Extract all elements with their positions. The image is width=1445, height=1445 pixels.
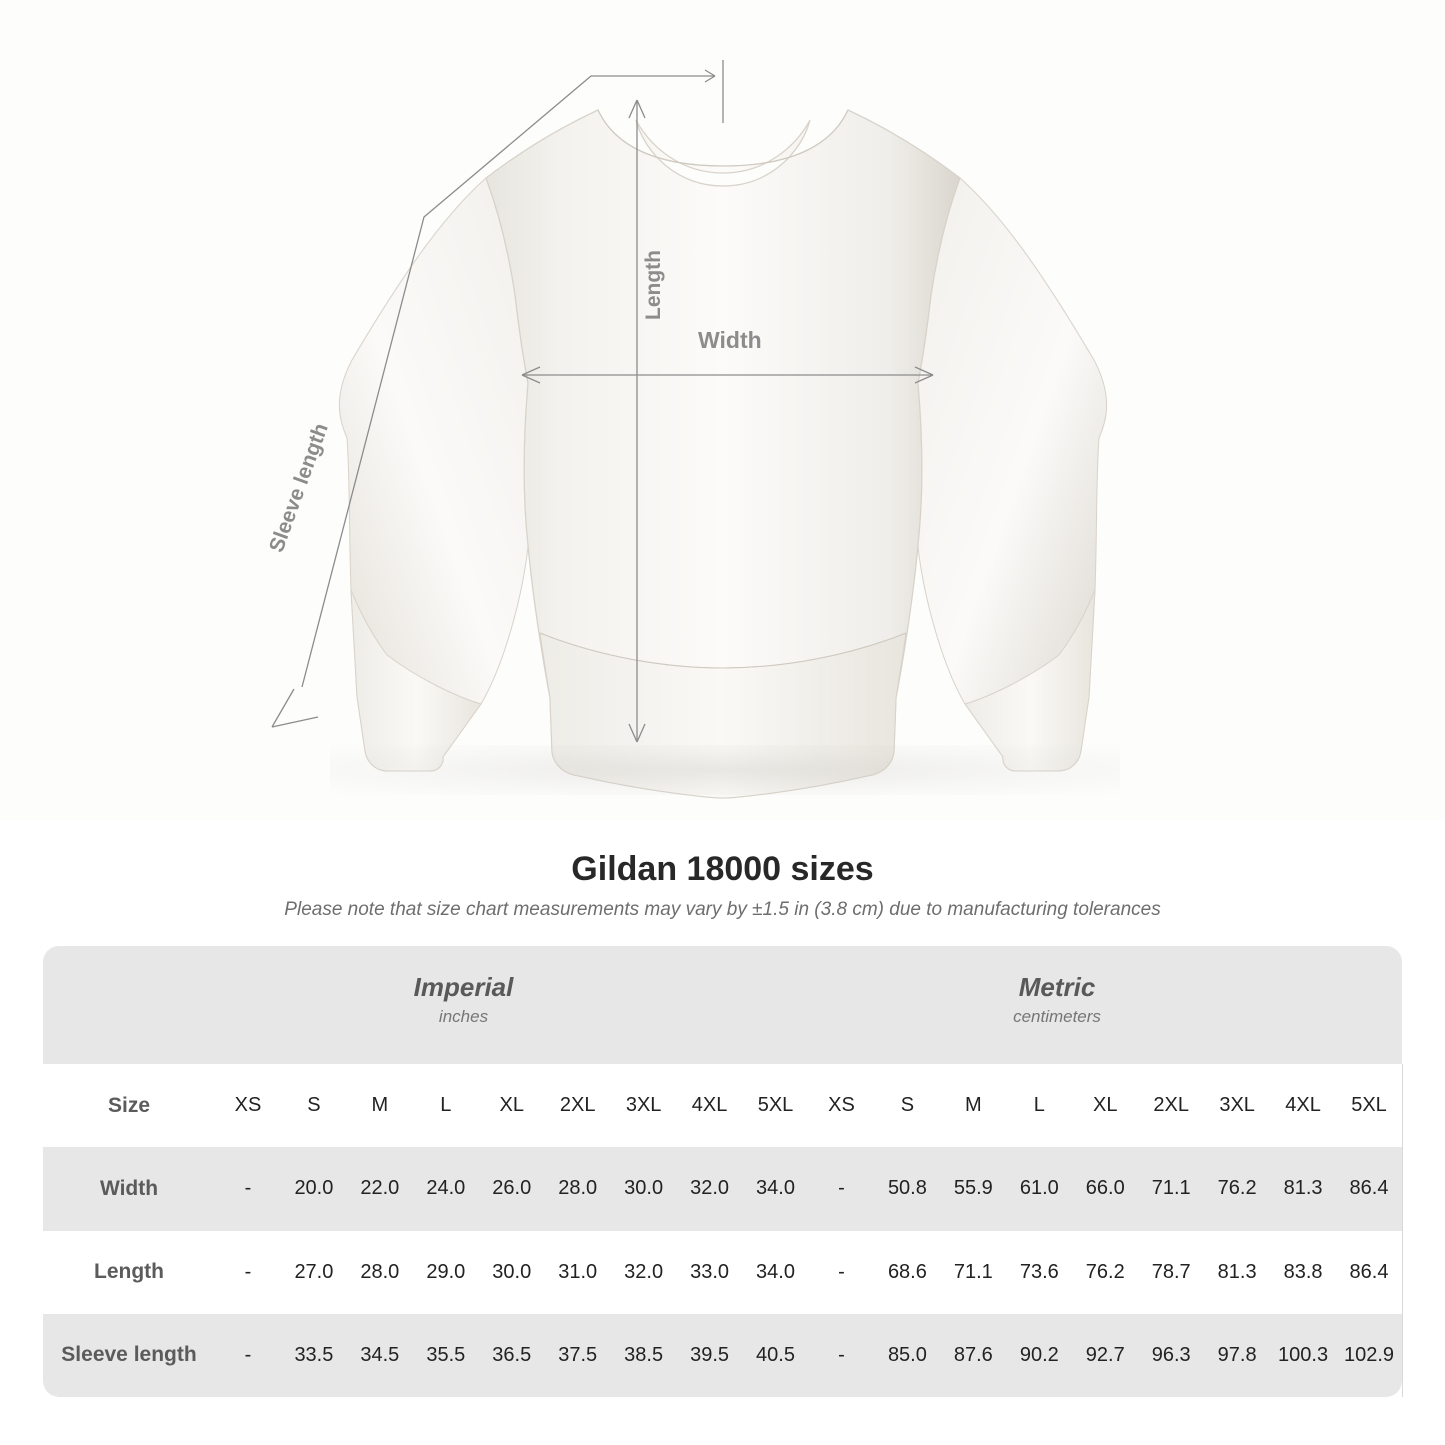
svg-text:Length: Length	[642, 250, 665, 320]
svg-text:Sleeve length: Sleeve length	[265, 420, 333, 555]
svg-text:Width: Width	[698, 327, 762, 353]
